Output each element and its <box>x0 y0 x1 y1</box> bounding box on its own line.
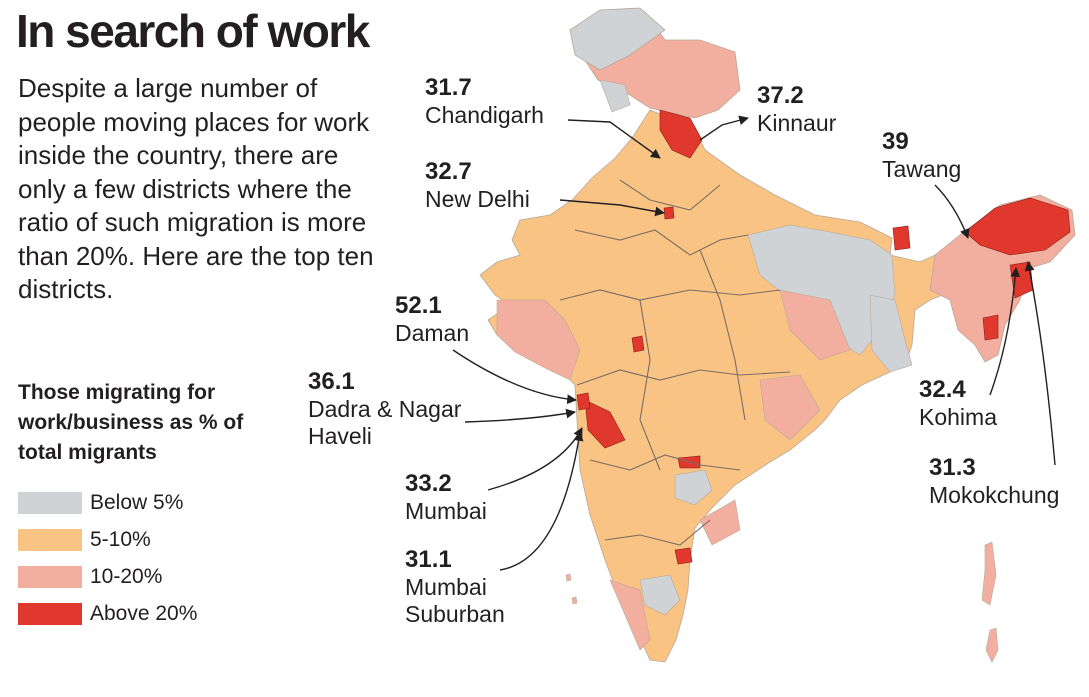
gilgit-region-shape <box>569 7 666 71</box>
legend-swatch-5-10 <box>18 528 82 551</box>
callout-name: Dadra & Nagar Haveli <box>308 396 462 449</box>
callout-tawang: 39 Tawang <box>882 128 961 183</box>
legend-item-below-5: Below 5% <box>18 484 197 521</box>
callout-name: Mumbai <box>405 498 487 524</box>
leader-mokokchung <box>1024 261 1056 466</box>
legend-label: 5-10% <box>90 527 151 551</box>
mumbai-red-district <box>576 392 591 411</box>
delhi-red-district <box>663 206 675 220</box>
callout-kinnaur: 37.2 Kinnaur <box>757 82 836 137</box>
callout-name: Mumbai Suburban <box>405 574 505 627</box>
kashmir-grey-region <box>599 79 631 113</box>
callout-name: Kohima <box>919 404 997 430</box>
callout-value: 52.1 <box>395 292 442 319</box>
page-title: In search of work <box>16 5 370 57</box>
callout-chandigarh: 31.7 Chandigarh <box>425 74 544 129</box>
callout-value: 32.7 <box>425 158 472 185</box>
leader-mumbai <box>487 427 583 491</box>
nicobar-islands-shape <box>985 627 999 663</box>
callout-name: Tawang <box>882 156 962 182</box>
callout-value: 36.1 <box>308 368 355 395</box>
andaman-islands-shape <box>981 541 997 606</box>
mainland-india-shape <box>479 109 959 663</box>
leader-daman <box>452 349 577 405</box>
deccan-grey-region <box>674 469 713 506</box>
leader-lines <box>452 115 1056 571</box>
leader-kinnaur <box>699 115 749 141</box>
bangalore-red-district <box>674 547 693 565</box>
callout-value: 33.2 <box>405 470 452 497</box>
legend-label: 10-20% <box>90 564 163 588</box>
lakshadweep-islands <box>565 573 578 605</box>
leader-mumbai-suburban <box>499 431 584 571</box>
bengal-grey-region <box>869 294 913 373</box>
legend-item-5-10: 5-10% <box>18 521 197 558</box>
callout-mumbai-suburban: 31.1 Mumbai Suburban <box>405 546 535 628</box>
mizoram-red-district <box>982 314 999 341</box>
callout-kohima: 32.4 Kohima <box>919 376 997 431</box>
meghalaya-red-district <box>892 225 911 251</box>
callout-dadra-nagar-haveli: 36.1 Dadra & Nagar Haveli <box>308 368 478 450</box>
legend-swatch-10-20 <box>18 565 82 588</box>
leader-kohima <box>989 267 1021 396</box>
gujarat-pink-region <box>496 299 581 381</box>
leader-chandigarh <box>567 119 661 159</box>
kinnaur-red-district <box>659 109 703 159</box>
callout-name: Chandigarh <box>425 102 544 128</box>
intro-text: Despite a large number of people moving … <box>18 73 374 304</box>
callout-mumbai: 33.2 Mumbai <box>405 470 487 525</box>
callout-value: 31.1 <box>405 546 452 573</box>
legend-item-above-20: Above 20% <box>18 595 197 632</box>
andhra-pink-region <box>699 499 741 546</box>
state-borders <box>559 179 791 546</box>
callout-name: New Delhi <box>425 186 530 212</box>
legend-swatch-below-5 <box>18 491 82 514</box>
central-red-district <box>631 335 645 353</box>
callout-new-delhi: 32.7 New Delhi <box>425 158 530 213</box>
leader-new-delhi <box>559 199 665 217</box>
callout-mokokchung: 31.3 Mokokchung <box>929 454 1059 509</box>
legend-swatch-above-20 <box>18 602 82 625</box>
legend-label: Above 20% <box>90 601 198 625</box>
callout-value: 39 <box>882 128 909 155</box>
callout-value: 37.2 <box>757 82 804 109</box>
thane-red-district <box>584 399 626 449</box>
callout-value: 32.4 <box>919 376 966 403</box>
callout-value: 31.7 <box>425 74 472 101</box>
leader-dadra <box>464 408 576 423</box>
kerala-pink-region <box>609 579 651 651</box>
callout-daman: 52.1 Daman <box>395 292 469 347</box>
legend-title: Those migrating for work/business as % o… <box>18 381 244 464</box>
northeast-red-districts <box>964 197 1071 256</box>
legend-label: Below 5% <box>90 490 184 514</box>
leader-tawang <box>934 184 970 239</box>
callout-value: 31.3 <box>929 454 976 481</box>
legend-item-10-20: 10-20% <box>18 558 197 595</box>
callout-name: Kinnaur <box>757 110 837 136</box>
south-grey-region <box>639 574 681 616</box>
callout-name: Daman <box>395 320 470 346</box>
odisha-pink-region <box>759 374 821 441</box>
callout-name: Mokokchung <box>929 482 1060 508</box>
central-pink-region <box>779 289 851 361</box>
legend: Below 5% 5-10% 10-20% Above 20% <box>18 484 197 632</box>
